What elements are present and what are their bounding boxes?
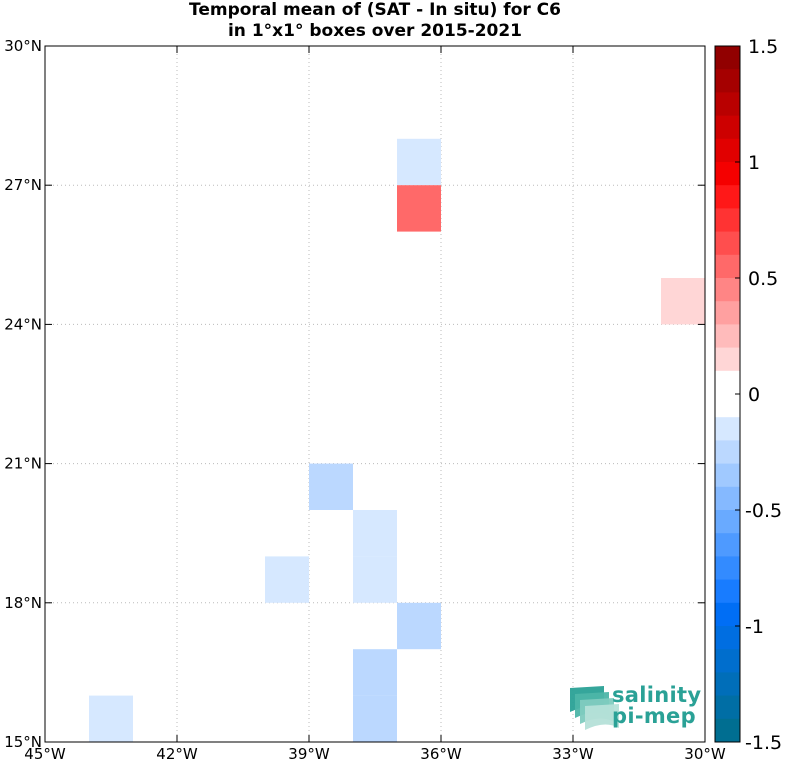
colorbar-segment	[715, 672, 740, 697]
colorbar-segment	[715, 46, 740, 70]
chart-title: Temporal mean of (SAT - In situ) for C6	[189, 0, 561, 20]
heatmap-cell	[353, 510, 397, 557]
colorbar-segment	[715, 92, 740, 117]
x-tick-label: 39°W	[288, 745, 330, 763]
chart-subtitle: in 1°x1° boxes over 2015-2021	[227, 21, 523, 41]
colorbar-tick-label: 1.5	[748, 36, 778, 58]
y-tick-label: 27°N	[4, 176, 42, 194]
colorbar-segment	[715, 486, 740, 511]
colorbar-segment	[715, 602, 740, 627]
colorbar-segment	[715, 301, 740, 325]
colorbar-tick-label: 1	[748, 152, 760, 174]
heatmap-cell	[265, 556, 309, 603]
logo-text-salinity: salinity	[612, 683, 702, 707]
colorbar-segment	[715, 278, 740, 302]
colorbar-segment	[715, 115, 740, 140]
x-tick-label: 42°W	[156, 745, 198, 763]
heatmap-cell	[397, 185, 441, 232]
heatmap-cell	[661, 278, 705, 325]
colorbar: 1.5 1 0.5 0 -0.5 -1 -1.5	[714, 36, 782, 754]
colorbar-segment	[715, 649, 740, 673]
colorbar-tick-label: -1.5	[745, 732, 782, 754]
x-tick-label: 33°W	[552, 745, 594, 763]
colorbar-tick-label: 0.5	[748, 268, 778, 290]
colorbar-segment	[715, 579, 740, 604]
logo-text-pi-mep: pi-mep	[612, 704, 696, 728]
colorbar-segment	[715, 394, 740, 418]
heatmap-cell	[353, 695, 397, 742]
colorbar-segment	[715, 370, 740, 395]
colorbar-segment	[715, 185, 740, 209]
grid-lines	[45, 46, 705, 742]
salinity-pi-mep-logo-mark	[570, 686, 619, 730]
colorbar-segment	[715, 254, 740, 279]
colorbar-tick-label: 0	[748, 384, 760, 406]
x-tick-label: 45°W	[24, 745, 66, 763]
colorbar-segment	[715, 440, 740, 465]
y-tick-label: 21°N	[4, 455, 42, 473]
colorbar-segment	[715, 510, 740, 534]
x-tick-label: 30°W	[684, 745, 726, 763]
heatmap-cell	[353, 556, 397, 603]
colorbar-segment	[715, 695, 740, 720]
heatmap-cell	[309, 463, 353, 510]
colorbar-segment	[715, 533, 740, 557]
y-tick-label: 18°N	[4, 594, 42, 612]
axis-ticks: 45°W 42°W 39°W 36°W 33°W 30°W 15°N 18°N 21°N 24°N…	[4, 37, 726, 763]
plot-frame	[44, 45, 706, 743]
colorbar-segment	[715, 208, 740, 233]
colorbar-segment	[715, 324, 740, 349]
colorbar-segment	[715, 69, 740, 93]
colorbar-segment	[715, 718, 740, 743]
heatmap-cell	[89, 695, 133, 742]
logo-wave-layer	[585, 704, 619, 730]
y-tick-label: 30°N	[4, 37, 42, 55]
heatmap-cell	[397, 602, 441, 650]
colorbar-segment	[715, 556, 740, 581]
y-tick-label: 24°N	[4, 315, 42, 333]
y-tick-label: 15°N	[4, 733, 42, 751]
colorbar-tick-label: -0.5	[745, 500, 782, 522]
x-tick-label: 36°W	[420, 745, 462, 763]
colorbar-segment	[715, 162, 740, 186]
colorbar-segment	[715, 417, 740, 441]
data-cells	[89, 138, 705, 742]
colorbar-tick-label: -1	[745, 616, 764, 638]
colorbar-segment	[715, 138, 740, 163]
salinity-pi-mep-logo: salinity pi-mep	[566, 684, 701, 730]
colorbar-segment	[715, 347, 740, 372]
heatmap-cell	[397, 138, 441, 186]
colorbar-segment	[715, 463, 740, 488]
heatmap-cell	[353, 649, 397, 696]
colorbar-segment	[715, 231, 740, 256]
colorbar-segment	[715, 626, 740, 650]
